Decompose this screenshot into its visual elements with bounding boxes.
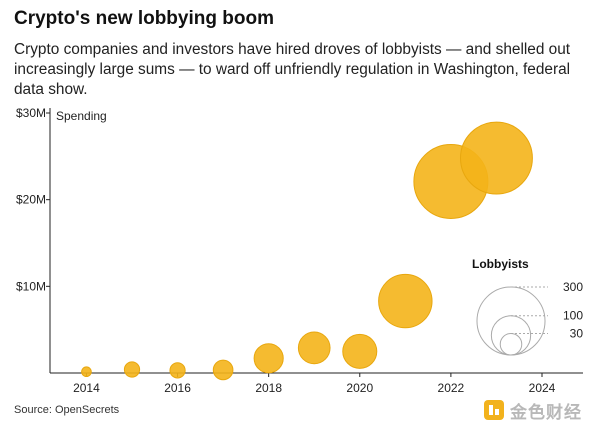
- size-legend-label-30: 30: [570, 326, 584, 340]
- size-legend-circle-30: [499, 332, 523, 356]
- bubble-chart: Spending $10M$20M$30M 2014 2016 2018 2020 20…: [16, 106, 584, 395]
- size-legend-label-300: 300: [563, 280, 583, 294]
- x-tick-label: 2018: [255, 381, 282, 395]
- bubble-2014: [81, 366, 92, 378]
- bubble-2021: [378, 273, 433, 329]
- size-legend-title: Lobbyists: [472, 257, 529, 271]
- y-axis-label: Spending: [56, 109, 107, 123]
- size-legend-label-100: 100: [563, 309, 583, 323]
- watermark-logo-icon: [484, 400, 504, 420]
- y-ticks: $10M $20M $30M: [16, 106, 50, 293]
- bubble-2016: [169, 362, 186, 379]
- size-legend: Lobbyists 300 100 30: [472, 257, 584, 356]
- y-tick-label: $30M: [16, 106, 46, 120]
- chart-title: Crypto's new lobbying boom: [14, 8, 274, 29]
- x-tick-label: 2024: [529, 381, 556, 395]
- x-tick-label: 2016: [164, 381, 191, 395]
- bubble-2018: [253, 343, 284, 374]
- size-legend-circle-100: [490, 315, 532, 356]
- x-tick-label: 2020: [346, 381, 373, 395]
- x-tick-label: 2014: [73, 381, 100, 395]
- source-note: Source: OpenSecrets: [14, 404, 120, 416]
- size-legend-circle-300: [476, 286, 546, 356]
- chart-subtitle: Crypto companies and investors have hire…: [14, 41, 571, 98]
- bubble-2019: [297, 331, 331, 365]
- x-ticks: 2014 2016 2018 2020 2022 2024: [73, 373, 556, 395]
- bubble-2017: [212, 359, 234, 381]
- bubble-2015: [123, 361, 141, 378]
- bubbles: [81, 121, 533, 381]
- bubble-2020: [342, 333, 378, 369]
- watermark-text: 金色财经: [510, 402, 582, 422]
- x-tick-label: 2022: [438, 381, 465, 395]
- bubble-2023: [460, 121, 533, 195]
- y-tick-label: $20M: [16, 193, 46, 207]
- watermark: 金色财经: [484, 399, 592, 422]
- y-tick-label: $10M: [16, 279, 46, 293]
